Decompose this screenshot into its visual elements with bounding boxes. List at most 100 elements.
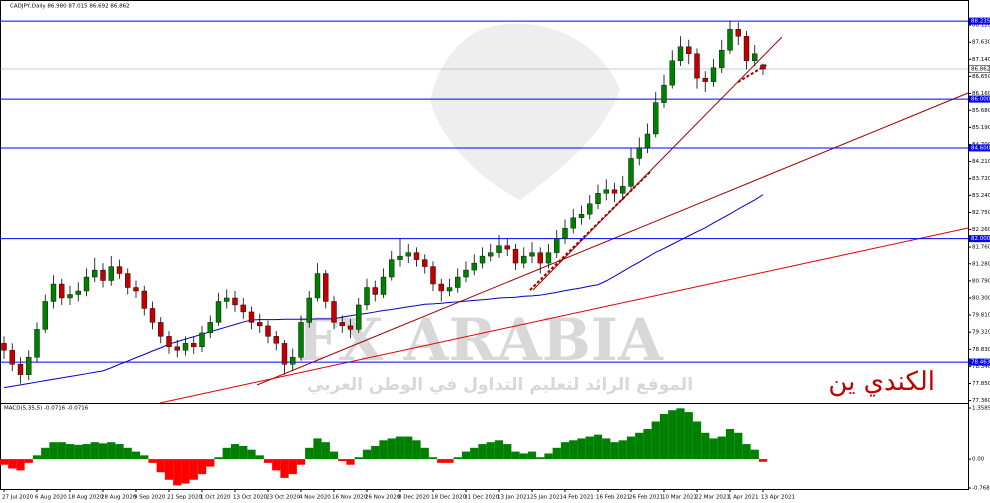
candle-body xyxy=(9,350,15,365)
x-tick-label: 18 Aug 2020 xyxy=(68,495,104,501)
candle-body xyxy=(34,329,40,358)
candle-body xyxy=(240,304,246,313)
candle-body xyxy=(166,336,172,348)
macd-bar xyxy=(387,438,396,460)
watermark: FX ARABIA الموقع الرائد لتعليم التداول ف… xyxy=(297,23,693,395)
candle-body xyxy=(50,283,57,302)
y-tick-label: 82.750 xyxy=(972,210,990,216)
candle-body xyxy=(364,287,370,306)
y-tick-label: 81.280 xyxy=(972,261,990,267)
candle-body xyxy=(570,217,576,229)
annotation: الكندي ين xyxy=(828,367,935,397)
macd-bar xyxy=(49,442,58,460)
macd-bar xyxy=(296,459,306,465)
candle-body xyxy=(446,287,453,292)
y-tick-label: 83.240 xyxy=(972,193,990,199)
candle-body xyxy=(141,290,147,309)
candle-body xyxy=(281,343,288,365)
x-tick-label: 1 Oct 2020 xyxy=(200,495,231,501)
macd-bar xyxy=(263,459,273,463)
macd-bar xyxy=(659,413,669,460)
macd-bar xyxy=(371,445,380,460)
candle-body xyxy=(323,273,329,302)
candle-body xyxy=(17,364,24,375)
macd-bar xyxy=(338,459,347,461)
trendline xyxy=(532,36,783,291)
macd-bar xyxy=(16,459,25,471)
macd-bar xyxy=(346,459,355,465)
candle-body xyxy=(578,214,585,218)
candle-body xyxy=(488,252,494,257)
macd-bar xyxy=(255,455,264,460)
y-tick-label: 79.810 xyxy=(972,313,990,319)
candle-body xyxy=(644,133,651,149)
macd-bar xyxy=(725,429,735,460)
candle-body xyxy=(479,255,486,264)
x-tick-label: 4 Feb 2021 xyxy=(563,495,594,501)
y-tick-label: 86.650 xyxy=(972,74,990,80)
macd-bar xyxy=(32,455,42,460)
candle-body xyxy=(455,276,461,288)
candle-body xyxy=(743,36,750,61)
candle-body xyxy=(224,297,230,302)
macd-bar xyxy=(692,421,702,460)
y-tick-label: 78.830 xyxy=(972,347,990,353)
candle-body xyxy=(397,255,403,260)
level-box xyxy=(969,358,990,366)
trendline-dashed xyxy=(737,63,769,83)
macd-bar xyxy=(362,449,372,460)
candle-body xyxy=(471,262,477,271)
macd-bar xyxy=(750,449,759,460)
macd-bar xyxy=(626,436,636,460)
macd-bar xyxy=(214,457,223,460)
x-tick-label: 6 Aug 2020 xyxy=(35,495,67,501)
macd-bar xyxy=(313,438,322,460)
candle-body xyxy=(174,346,180,351)
macd-bar xyxy=(189,459,198,480)
level-box xyxy=(969,144,990,152)
candle-body xyxy=(1,343,7,351)
watermark-slogan: الموقع الرائد لتعليم التداول في الوطن ال… xyxy=(307,375,693,395)
candle-body xyxy=(380,276,387,295)
candle-body xyxy=(108,266,114,281)
macd-bar xyxy=(24,459,33,463)
candle-body xyxy=(636,147,642,159)
y-tick-label: 87.140 xyxy=(972,57,990,63)
macd-bar xyxy=(321,442,330,460)
macd-bar xyxy=(239,445,248,460)
candle-body xyxy=(273,336,279,344)
x-tick-label: 26 Feb 2021 xyxy=(629,495,663,501)
macd-bar xyxy=(412,440,421,460)
y-tick-label: 84.210 xyxy=(972,159,990,165)
macd-bar xyxy=(98,443,108,460)
candle-body xyxy=(75,290,81,295)
x-tick-label: 21 Sep 2020 xyxy=(167,495,202,501)
candle-body xyxy=(372,287,378,295)
y-tick-label: 79.320 xyxy=(972,330,990,336)
candle-body xyxy=(67,294,73,299)
macd-bar xyxy=(123,447,132,460)
x-tick-label: 8 Dec 2020 xyxy=(398,495,430,501)
level-box xyxy=(969,17,990,25)
macd-bar xyxy=(668,410,677,460)
macd-bar xyxy=(602,438,611,460)
macd-bar xyxy=(635,432,644,460)
macd-bar xyxy=(560,442,570,460)
macd-bar xyxy=(181,459,190,484)
last-price-label: 86.862 xyxy=(971,67,990,73)
macd-bar xyxy=(156,459,165,473)
x-tick-label: 28 Aug 2020 xyxy=(101,495,137,501)
trendline xyxy=(159,227,969,404)
macd-bar xyxy=(305,447,314,460)
x-tick-label: 9 Sep 2020 xyxy=(134,495,166,501)
x-tick-label: 4 Nov 2020 xyxy=(299,495,331,501)
candle-body xyxy=(100,269,106,281)
candle-body xyxy=(331,301,337,323)
candle-body xyxy=(257,322,263,327)
macd-bar xyxy=(742,444,751,460)
candle-body xyxy=(83,276,90,292)
macd-bar xyxy=(148,459,157,463)
candle-body xyxy=(727,29,733,51)
candle-body xyxy=(413,252,420,260)
